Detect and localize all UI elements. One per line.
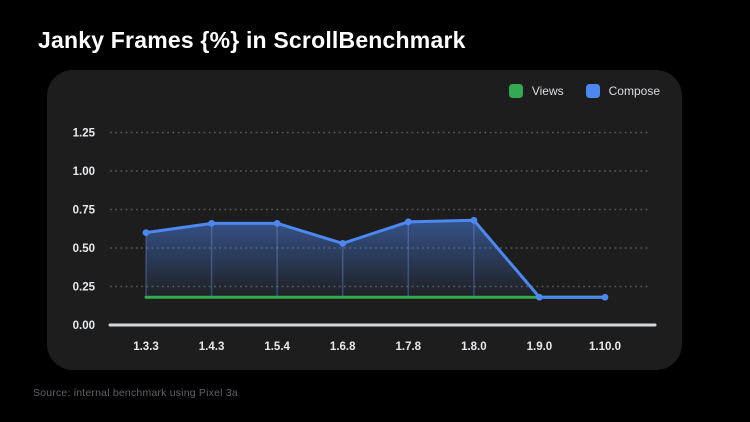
views-series-swatch [508,84,523,98]
y-tick-label: 1.00 [73,166,95,178]
x-tick-label: 1.10.0 [589,341,621,353]
y-tick-label: 0.75 [73,205,96,217]
y-tick-label: 1.25 [73,128,96,140]
x-tick-label: 1.6.8 [330,341,356,353]
data-point-1.4.3[interactable] [208,219,215,227]
x-tick-label: 1.5.4 [264,341,290,353]
x-tick-label: 1.4.3 [199,341,225,353]
x-tick-label: 1.9.0 [527,341,553,353]
x-tick-labels: 1.3.3 1.4.3 1.5.4 1.6.8 1.7.8 1.8.0 1.9.0 1.10.… [133,341,621,353]
chart-card: 0.00 0.25 0.50 0.75 1.00 1.25 1.3.3 1.4.3 1.5.4 1… [47,70,682,370]
drop-lines [145,220,475,298]
data-point-1.8.0[interactable] [470,216,478,224]
y-tick-label: 0.25 [73,282,96,294]
source-note: Source: internal benchmark using Pixel 3… [33,387,238,399]
data-point-1.5.4[interactable] [273,219,281,227]
chart-legend: Views Compose [508,84,660,98]
x-tick-label: 1.7.8 [395,341,421,353]
data-point-1.7.8[interactable] [404,218,412,226]
y-tick-label: 0.00 [73,320,95,332]
janky-frames-line-chart: 0.000.250.500.751.001.251.3.3 1.4.3 1.5.4 1… [73,128,657,353]
legend-label-views: Views [531,84,564,98]
compose-series-swatch [585,84,600,98]
data-point-1.10.0[interactable] [601,293,609,301]
legend-item-compose[interactable]: Compose [585,84,660,98]
data-point-1.3.3[interactable] [142,229,150,237]
legend-item-views[interactable]: Views [508,84,564,98]
legend-label-compose: Compose [608,84,660,98]
x-tick-label: 1.3.3 [133,341,159,353]
x-tick-label: 1.8.0 [461,341,487,353]
y-tick-label: 0.50 [73,243,95,255]
page-title: Janky Frames {%} in ScrollBenchmark [38,27,466,53]
data-point-1.9.0[interactable] [536,293,543,301]
y-tick-labels: 0.00 0.25 0.50 0.75 1.00 1.25 [73,128,96,333]
data-point-1.6.8[interactable] [339,239,347,247]
compose-data-points [142,216,609,301]
compose-series-line [144,218,607,299]
